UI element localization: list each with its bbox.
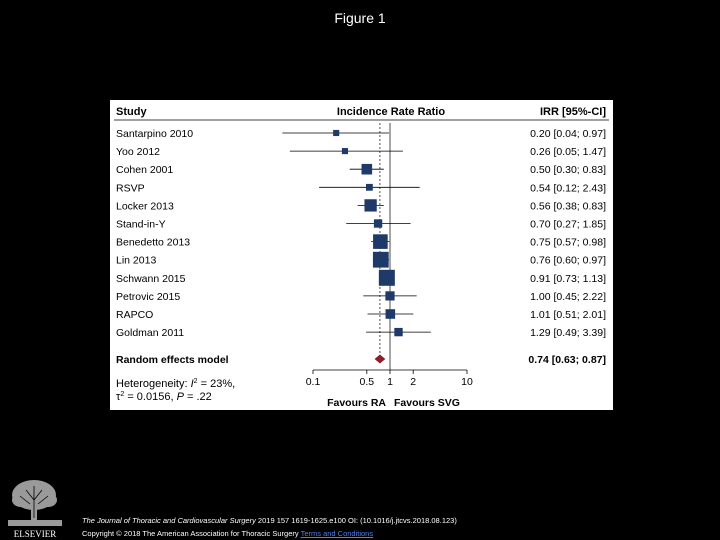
study-label: Locker 2013 [116, 200, 174, 212]
favours-ra-label: Favours RA [327, 397, 386, 409]
copyright-line: Copyright © 2018 The American Associatio… [82, 529, 373, 538]
study-ci-text: 0.54 [0.12; 2.43] [530, 182, 606, 194]
study-label: Yoo 2012 [116, 146, 160, 158]
study-label: RAPCO [116, 309, 153, 321]
study-label: Petrovic 2015 [116, 291, 180, 303]
study-label: Schwann 2015 [116, 273, 186, 285]
study-ci-text: 0.20 [0.04; 0.97] [530, 128, 606, 140]
study-ci-text: 0.56 [0.38; 0.83] [530, 200, 606, 212]
column-header-study: Study [116, 106, 147, 118]
citation-journal: The Journal of Thoracic and Cardiovascul… [82, 516, 256, 525]
column-header-ci: IRR [95%-CI] [540, 106, 606, 118]
study-ci-text: 0.70 [0.27; 1.85] [530, 219, 606, 231]
x-tick-label: 2 [410, 376, 416, 388]
study-ci-text: 0.91 [0.73; 1.13] [530, 273, 606, 285]
plot-layer: Santarpino 2010 0.20 [0.04; 0.97] Yoo 2012… [116, 123, 606, 409]
citation-details: 2019 157 1619-1625.e100 OI: (10.1016/j.j… [255, 516, 457, 525]
summary-ci-text: 0.74 [0.63; 0.87] [528, 354, 606, 366]
i2-symbol: I [191, 378, 194, 390]
tau-value: = 0.0156, [124, 391, 176, 403]
study-point-estimate [394, 327, 403, 337]
study-point-estimate [385, 309, 396, 319]
i2-sup: 2 [194, 378, 198, 385]
study-point-estimate [341, 148, 349, 155]
study-label: Cohen 2001 [116, 164, 173, 176]
elsevier-wordmark: ELSEVIER [14, 529, 57, 539]
study-ci-text: 1.01 [0.51; 2.01] [530, 309, 606, 321]
svg-text:Heterogeneity: I2 = 23%,: Heterogeneity: I2 = 23%, [116, 378, 235, 390]
tau-sup: 2 [120, 391, 124, 398]
x-tick-label: 1 [387, 376, 393, 388]
study-label: RSVP [116, 182, 145, 194]
study-label: Benedetto 2013 [116, 237, 190, 249]
forest-plot-figure: Study Incidence Rate Ratio IRR [95%-CI] … [110, 100, 613, 410]
heterogeneity-block: Heterogeneity: I2 = 23%, τ2 = 0.0156, P … [116, 378, 235, 403]
study-point-estimate [361, 163, 373, 175]
elsevier-logo: ELSEVIER [8, 480, 62, 539]
svg-text:τ2 = 0.0156, P = .22: τ2 = 0.0156, P = .22 [116, 391, 212, 403]
column-header-plot: Incidence Rate Ratio [337, 106, 445, 118]
study-point-estimate [378, 269, 395, 286]
study-label: Stand-in-Y [116, 219, 166, 231]
x-tick-label: 0.5 [360, 376, 375, 388]
x-tick-label: 10 [461, 376, 473, 388]
summary-diamond [374, 354, 386, 364]
citation-line: The Journal of Thoracic and Cardiovascul… [82, 516, 457, 525]
study-ci-text: 0.50 [0.30; 0.83] [530, 164, 606, 176]
study-point-estimate [385, 291, 395, 301]
i2-value: = 23%, [198, 378, 236, 390]
forest-plot-svg: Study Incidence Rate Ratio IRR [95%-CI] … [114, 106, 609, 409]
study-ci-text: 1.00 [0.45; 2.22] [530, 291, 606, 303]
study-point-estimate [372, 251, 389, 268]
study-ci-text: 0.75 [0.57; 0.98] [530, 237, 606, 249]
study-label: Lin 2013 [116, 255, 156, 267]
tau-symbol: τ [116, 391, 121, 403]
slide-title: Figure 1 [334, 10, 386, 26]
p-symbol: P [177, 391, 185, 403]
study-ci-text: 0.76 [0.60; 0.97] [530, 255, 606, 267]
study-point-estimate [373, 234, 388, 249]
study-ci-text: 1.29 [0.49; 3.39] [530, 327, 606, 339]
p-value: = .22 [184, 391, 212, 403]
heterogeneity-prefix: Heterogeneity: [116, 378, 191, 390]
copyright-text: Copyright © 2018 The American Associatio… [82, 529, 299, 538]
x-tick-label: 0.1 [306, 376, 321, 388]
study-point-estimate [364, 199, 377, 212]
terms-and-conditions-link[interactable]: Terms and Conditions [300, 529, 374, 538]
study-point-estimate [373, 219, 383, 228]
study-label: Goldman 2011 [116, 327, 184, 339]
summary-label: Random effects model [116, 354, 229, 366]
favours-svg-label: Favours SVG [394, 397, 460, 409]
study-point-estimate [365, 183, 373, 191]
study-ci-text: 0.26 [0.05; 1.47] [530, 146, 606, 158]
study-point-estimate [333, 129, 340, 137]
study-label: Santarpino 2010 [116, 128, 193, 140]
